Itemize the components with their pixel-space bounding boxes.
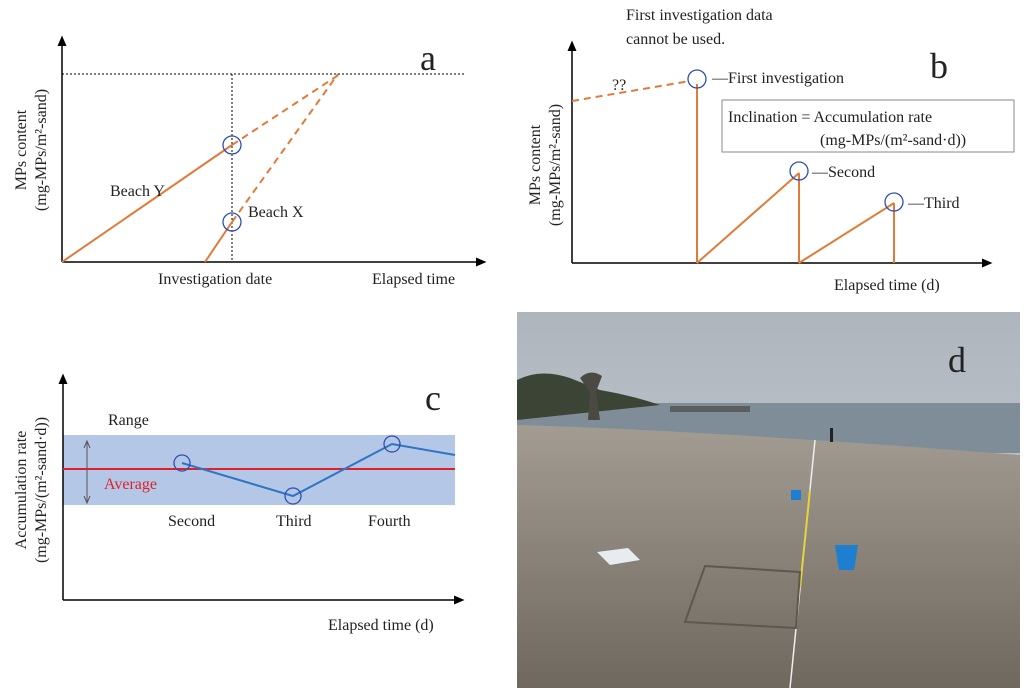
label: Beach X bbox=[248, 204, 304, 221]
point bbox=[687, 69, 707, 89]
beach-y-extrapolation bbox=[231, 73, 341, 146]
beach-x-extrapolation bbox=[231, 73, 339, 223]
label: —First investigation bbox=[711, 70, 844, 87]
quadrat bbox=[683, 564, 802, 630]
point bbox=[884, 192, 904, 212]
bucket bbox=[791, 490, 801, 500]
rate-line bbox=[181, 442, 456, 498]
label: —Third bbox=[907, 195, 960, 212]
label: Inclination = Accumulation rate bbox=[728, 109, 932, 126]
point bbox=[222, 135, 242, 155]
tape bbox=[799, 489, 811, 589]
axis-label: MPs content bbox=[13, 109, 30, 190]
label: Beach Y bbox=[110, 183, 165, 200]
headland bbox=[517, 373, 660, 420]
axis-label: Elapsed time (d) bbox=[328, 617, 434, 634]
bucket bbox=[835, 545, 858, 570]
accumulation-line bbox=[798, 202, 895, 264]
panel-label: b bbox=[930, 46, 948, 86]
axis-label: Accumulation rate bbox=[13, 431, 30, 550]
label: Range bbox=[108, 412, 149, 429]
axis-label: (mg-MPs/m²-sand) bbox=[33, 89, 50, 211]
beach bbox=[517, 425, 1020, 688]
breakwater bbox=[670, 406, 750, 412]
label: Average bbox=[104, 476, 157, 493]
label: cannot be used. bbox=[626, 31, 725, 48]
note-box bbox=[721, 99, 1015, 153]
point bbox=[383, 435, 401, 453]
label: First investigation data bbox=[626, 7, 773, 24]
beach-x-line bbox=[204, 221, 233, 263]
point bbox=[222, 212, 242, 232]
panel-b: Inclination = Accumulation rate (mg-MPs/… bbox=[527, 7, 1015, 294]
point bbox=[173, 454, 191, 472]
panel-label: a bbox=[420, 38, 436, 78]
panel-a: a Beach Y Beach X Investigation date Ela… bbox=[13, 35, 487, 288]
axis-label: Elapsed time bbox=[372, 271, 455, 288]
label: Fourth bbox=[368, 513, 411, 530]
panel-c: c Range Average Second Third Fourth Elap… bbox=[13, 373, 465, 634]
axis-label: MPs content bbox=[527, 124, 544, 205]
label: Investigation date bbox=[158, 271, 272, 288]
point bbox=[789, 161, 809, 181]
label: ?? bbox=[612, 77, 626, 94]
panel-label: c bbox=[425, 378, 441, 418]
beach-y-line bbox=[61, 144, 233, 263]
unknown-line bbox=[571, 80, 691, 102]
cloth bbox=[597, 548, 640, 565]
panel-label: d bbox=[948, 340, 966, 380]
panel-d-photo: d bbox=[517, 312, 1020, 688]
rock bbox=[580, 372, 602, 420]
point bbox=[284, 487, 302, 505]
label: Second bbox=[168, 513, 215, 530]
label: —Second bbox=[811, 164, 875, 181]
person bbox=[830, 428, 833, 442]
axis-label: Elapsed time (d) bbox=[834, 277, 940, 294]
label: Third bbox=[276, 513, 312, 530]
label: (mg-MPs/(m²-sand·d)) bbox=[820, 132, 966, 149]
accumulation-line bbox=[696, 172, 800, 264]
axis-label: (mg-MPs/m²-sand) bbox=[547, 104, 564, 226]
axis-label: (mg-MPs/(m²-sand·d)) bbox=[33, 417, 50, 563]
